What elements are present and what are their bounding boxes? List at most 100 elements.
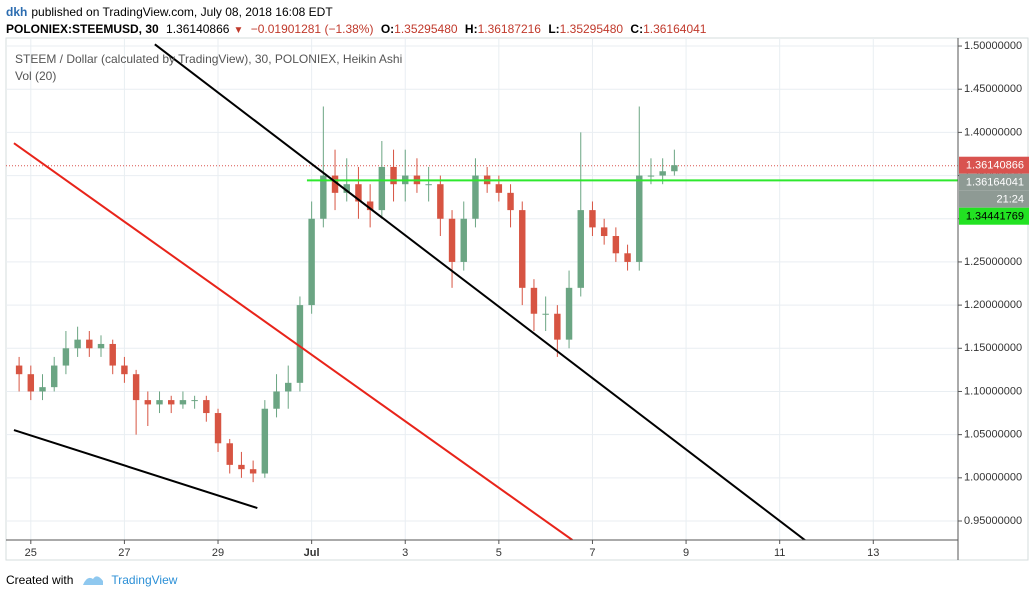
price: 1.36140866 <box>166 22 230 36</box>
symbol: POLONIEX:STEEMUSD, 30 <box>6 22 159 36</box>
candle-body <box>273 391 280 409</box>
y-tick-label: 1.10000000 <box>964 385 1022 397</box>
author[interactable]: dkh <box>6 5 28 19</box>
candle-body <box>612 236 620 254</box>
trend-line <box>154 43 807 540</box>
price-label: 1.36140866 <box>966 160 1024 172</box>
ohlc-label: O: <box>380 22 395 36</box>
candle-body <box>168 400 175 405</box>
candle-body <box>425 184 432 186</box>
price-label: 1.36164041 <box>966 177 1024 189</box>
grid <box>6 38 958 540</box>
candle-body <box>460 218 467 262</box>
y-tick-label: 1.15000000 <box>964 342 1022 354</box>
y-tick-label: 1.40000000 <box>964 126 1022 138</box>
candle-body <box>437 184 444 219</box>
candle-body <box>624 253 631 262</box>
trend-line <box>13 142 573 540</box>
candle-body <box>39 387 46 392</box>
ohlc-label: H: <box>464 22 478 36</box>
ohlc-value: 1.35295480 <box>559 22 624 36</box>
candle-body <box>378 166 386 211</box>
price-label: 1.34441769 <box>966 211 1024 223</box>
y-tick-label: 1.50000000 <box>964 40 1022 52</box>
price-label-box <box>959 156 1029 174</box>
candle-body <box>74 339 81 349</box>
price-label-box <box>959 190 1029 208</box>
candle-body <box>132 374 140 401</box>
candle-body <box>109 343 116 366</box>
candle-body <box>179 400 187 405</box>
candle-body <box>636 175 643 262</box>
candle-body <box>659 171 666 176</box>
y-tick-label: 0.95000000 <box>964 515 1022 527</box>
candle-body <box>355 184 362 202</box>
x-tick-label: 27 <box>118 547 130 559</box>
candle-body <box>530 287 538 314</box>
candle-body <box>214 413 222 444</box>
candle-body <box>448 218 456 262</box>
candle-body <box>50 365 58 388</box>
candle-body <box>671 165 678 172</box>
candle-body <box>507 192 514 211</box>
candle-body <box>296 305 304 383</box>
brand-logo <box>83 576 104 585</box>
candle-body <box>15 365 23 375</box>
x-tick-label: 3 <box>402 547 408 559</box>
brand[interactable]: TradingView <box>111 573 178 587</box>
candle-body <box>600 227 608 237</box>
y-tick-label: 1.05000000 <box>964 429 1022 441</box>
candle-body <box>86 339 93 349</box>
x-tick-label: 29 <box>212 547 224 559</box>
axes: 0.95000000 1.00000000 1.05000000 1.10000000… <box>6 38 1029 560</box>
candle-body <box>390 166 397 185</box>
ohlc-value: 1.36187216 <box>477 22 541 36</box>
candle-body <box>495 184 503 193</box>
candle-body <box>472 175 479 219</box>
footer-text: Created with <box>6 573 74 587</box>
candle-body <box>27 374 35 392</box>
candle-body <box>366 201 374 211</box>
price-label-box <box>959 173 1029 191</box>
candle-body <box>577 210 584 288</box>
y-tick-label: 1.20000000 <box>964 299 1022 311</box>
y-tick-label: 1.25000000 <box>964 256 1022 268</box>
candle-body <box>156 400 163 405</box>
ohlc-label: L: <box>548 22 560 36</box>
candle-body <box>249 469 257 474</box>
candle-body <box>62 348 70 366</box>
x-tick-label: 13 <box>867 547 879 559</box>
candle-body <box>97 343 105 349</box>
x-tick-label: 5 <box>496 547 502 559</box>
candle-body <box>121 365 128 375</box>
symbol-line: POLONIEX:STEEMUSD, 30 1.36140866 ▼ −0.019… <box>6 22 710 36</box>
ohlc-label: C: <box>630 22 644 36</box>
chart-subtitle: Vol (20) <box>15 69 56 83</box>
candle-body <box>144 400 152 405</box>
footer: Created with TradingView <box>6 573 177 587</box>
x-tick-label: 7 <box>589 547 595 559</box>
chart-title: STEEM / Dollar (calculated by TradingVie… <box>15 52 402 66</box>
candle-body <box>285 382 292 392</box>
candle-body <box>203 400 210 414</box>
price-label-box <box>959 207 1029 225</box>
ohlc-value: 1.36164041 <box>643 22 707 36</box>
candle-body <box>647 175 655 177</box>
candle-body <box>308 218 315 306</box>
candle-body <box>519 210 526 288</box>
plot <box>6 43 958 540</box>
candle-body <box>191 400 198 402</box>
y-tick-label: 1.45000000 <box>964 83 1022 95</box>
ohlc-value: 1.35295480 <box>394 22 458 36</box>
candle-body <box>238 464 245 470</box>
x-tick-label: 25 <box>25 547 37 559</box>
candle-body <box>261 408 269 474</box>
candle-body <box>343 184 350 193</box>
price-label: 21:24 <box>996 194 1024 206</box>
chart-frame <box>5 37 1029 561</box>
candle-body <box>589 210 596 228</box>
x-tick-label: Jul <box>304 547 320 559</box>
candle-body <box>565 287 573 340</box>
